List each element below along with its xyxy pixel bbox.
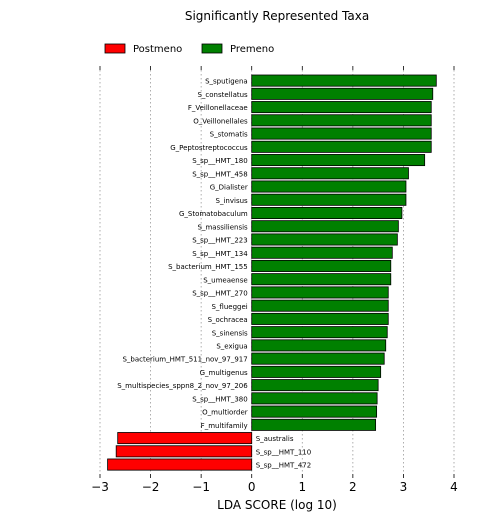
bar — [251, 74, 437, 87]
legend-label-premeno: Premeno — [230, 44, 274, 55]
x-tick-label: 4 — [450, 480, 458, 494]
bar-label: G_Dialister — [210, 184, 248, 192]
bar — [251, 352, 385, 365]
x-tick-label: 3 — [400, 480, 408, 494]
bar-label: S_sp__HMT_380 — [192, 395, 247, 403]
bar-label: S_bacterium_HMT_155 — [168, 263, 248, 271]
x-tick-label: −3 — [91, 480, 109, 494]
bar — [251, 127, 432, 140]
bar-label: S_sp__HMT_134 — [192, 250, 248, 258]
bar — [251, 286, 389, 299]
bar-label: S_massiliensis — [198, 223, 249, 231]
bar — [251, 114, 432, 127]
bar-label: S_sp__HMT_270 — [192, 290, 247, 298]
bar — [251, 246, 393, 259]
bar — [251, 418, 377, 431]
bar — [251, 233, 398, 246]
bar-label: S_invisus — [216, 197, 248, 205]
bar-label: S_ochracea — [208, 316, 248, 324]
bar — [251, 167, 409, 180]
bar — [251, 180, 407, 193]
legend-swatch-postmeno — [104, 43, 126, 54]
bar — [251, 259, 392, 272]
bar-label: S_bacterium_HMT_511_nov_97_917 — [122, 356, 247, 364]
bar-label: S_sinensis — [212, 329, 248, 337]
bar-label: S_sp__HMT_223 — [192, 237, 247, 245]
bar — [251, 206, 403, 219]
bar-label: S_constellatus — [197, 91, 248, 99]
x-tick-label: 0 — [248, 480, 256, 494]
x-tick-label: 2 — [349, 480, 357, 494]
bar-label: G_Peptostreptococcus — [170, 144, 248, 152]
bar — [107, 458, 253, 471]
legend-label-postmeno: Postmeno — [133, 44, 182, 55]
bar-label: S_sp__HMT_472 — [256, 462, 311, 470]
bar-label: F_Veillonellaceae — [188, 104, 248, 112]
bars — [107, 74, 437, 471]
bar-label: S_australis — [256, 435, 294, 443]
bar — [117, 432, 253, 445]
bar — [251, 101, 432, 114]
bar — [251, 273, 392, 286]
bar-label: S_sp__HMT_110 — [256, 448, 311, 456]
bar-label: F_multifamily — [201, 422, 248, 430]
bar — [251, 326, 388, 339]
bar — [251, 220, 399, 233]
x-axis: −3 −2 −1 0 1 2 3 4 — [91, 66, 458, 494]
bar — [251, 392, 378, 405]
bar-label: S_exigua — [216, 343, 247, 351]
bar — [251, 405, 378, 418]
bar — [251, 299, 389, 312]
bar-label: S_sp__HMT_180 — [192, 157, 247, 165]
bar-label: S_umeaense — [203, 276, 248, 284]
bar — [251, 154, 426, 167]
bar-label: S_multispecies_sppn8_2_nov_97_206 — [117, 382, 248, 390]
bar — [251, 193, 407, 206]
bar — [251, 379, 379, 392]
bar-label: G_Stomatobaculum — [179, 210, 248, 218]
bar-labels: S_sputigena S_constellatus F_Veillonellace… — [117, 78, 311, 470]
bar-label: O_Veillonellales — [193, 117, 248, 125]
bar-label: S_sputigena — [205, 78, 248, 86]
bar — [251, 140, 432, 153]
legend: Postmeno Premeno — [104, 43, 274, 55]
bar — [251, 365, 382, 378]
bar-label: O_multiorder — [202, 409, 248, 417]
bar — [115, 445, 253, 458]
legend-swatch-premeno — [201, 43, 223, 54]
x-tick-label: −2 — [142, 480, 160, 494]
bar-label: G_multigenus — [200, 369, 248, 377]
bar-label: S_sp__HMT_458 — [192, 170, 247, 178]
bar — [251, 312, 389, 325]
x-tick-label: −1 — [192, 480, 210, 494]
bar-label: S_flueggei — [211, 303, 247, 311]
bar — [251, 339, 387, 352]
chart-title: Significantly Represented Taxa — [185, 9, 369, 23]
x-tick-label: 1 — [298, 480, 306, 494]
bar-label: S_stomatis — [210, 131, 248, 139]
bar — [251, 87, 434, 100]
x-axis-label: LDA SCORE (log 10) — [217, 498, 337, 512]
